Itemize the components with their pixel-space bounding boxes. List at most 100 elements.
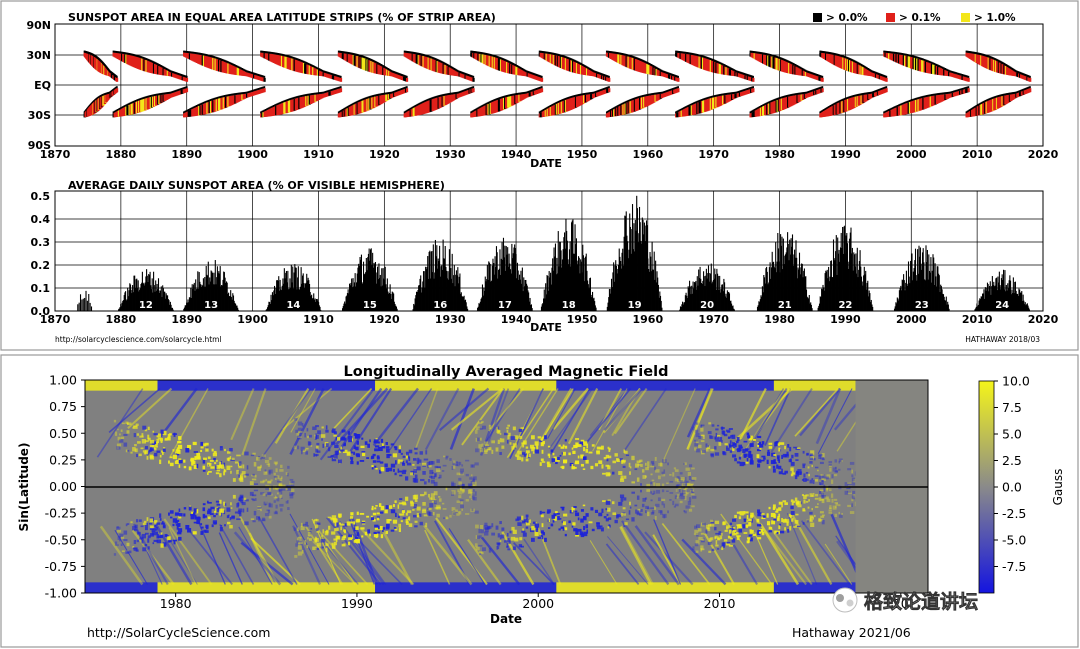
butterfly-wing-edge bbox=[337, 75, 340, 78]
butterfly-wing-mark bbox=[899, 54, 902, 65]
butterfly-wing-mark bbox=[294, 59, 297, 72]
butterfly-wing-mark bbox=[676, 52, 679, 58]
butterfly-wing-mark bbox=[938, 94, 941, 103]
butterfly-wing-edge bbox=[365, 97, 368, 100]
butterfly-wing-edge bbox=[890, 107, 893, 110]
butterfly-wing-edge bbox=[375, 94, 378, 97]
butterfly-wing-edge bbox=[481, 104, 484, 107]
butterfly-wing-edge bbox=[185, 50, 188, 53]
butterfly-wing-edge bbox=[981, 101, 983, 104]
butterfly-wing-edge bbox=[256, 88, 259, 91]
butterfly-wing-edge bbox=[544, 51, 547, 54]
butterfly-wing-mark bbox=[716, 96, 719, 108]
butterfly-wing-edge bbox=[394, 90, 396, 93]
butterfly-wing-edge bbox=[175, 72, 177, 75]
butterfly-wing-edge bbox=[268, 107, 270, 110]
butterfly-wing-edge bbox=[707, 57, 710, 60]
butterfly-wing-mark bbox=[233, 65, 236, 75]
butterfly-wing-mark bbox=[692, 55, 696, 66]
butterfly-wing-edge bbox=[650, 93, 653, 96]
butterfly-wing-edge bbox=[691, 102, 694, 105]
butterfly-wing-edge bbox=[870, 69, 872, 72]
butterfly-wing-mark bbox=[705, 99, 708, 112]
butterfly-wing-edge bbox=[922, 95, 925, 98]
butterfly-wing-mark bbox=[284, 56, 287, 69]
butterfly-wing-mark bbox=[271, 54, 274, 63]
butterfly-wing-mark bbox=[714, 97, 717, 109]
butterfly-wing-edge bbox=[604, 87, 606, 90]
butterfly-wing-edge bbox=[886, 109, 889, 112]
butterfly-wing-mark bbox=[256, 75, 259, 80]
butterfly-wing-mark bbox=[261, 52, 264, 58]
butterfly-wing-edge bbox=[157, 63, 159, 66]
butterfly-wing-mark bbox=[337, 77, 340, 82]
butterfly-wing-edge bbox=[531, 72, 534, 75]
butterfly-wing-mark bbox=[703, 100, 706, 113]
butterfly-wing-edge bbox=[939, 65, 942, 68]
butterfly-wing-edge bbox=[935, 63, 938, 66]
butterfly-wing-edge bbox=[403, 87, 405, 90]
butterfly-wing-edge bbox=[1016, 91, 1018, 94]
area-cycle-13: 13 bbox=[183, 260, 239, 311]
butterfly-wing-edge bbox=[356, 53, 359, 56]
butterfly-wing-edge bbox=[776, 97, 779, 100]
butterfly-wing-edge bbox=[397, 89, 399, 92]
butterfly-wing-edge bbox=[375, 61, 378, 64]
butterfly-wing-edge bbox=[577, 94, 579, 97]
butterfly-wing-edge bbox=[369, 95, 372, 98]
butterfly-wing-edge bbox=[899, 103, 901, 106]
butterfly-wing-mark bbox=[242, 94, 245, 100]
butterfly-wing-edge bbox=[630, 98, 633, 101]
butterfly-wing-edge bbox=[512, 93, 514, 96]
butterfly-wing-edge bbox=[193, 106, 196, 109]
butterfly-wing-mark bbox=[906, 102, 909, 115]
butterfly-wing-edge bbox=[389, 69, 391, 72]
butterfly-wing-edge bbox=[436, 58, 439, 61]
butterfly-wing-edge bbox=[541, 75, 543, 78]
butterfly-wing-edge bbox=[611, 108, 613, 111]
butterfly-wing-edge bbox=[526, 70, 529, 73]
butterfly-xtick-label: 1870 bbox=[40, 148, 71, 161]
butterfly-wing-edge bbox=[262, 75, 265, 78]
butterfly-wing-edge bbox=[405, 86, 407, 89]
butterfly-wing-edge bbox=[688, 52, 691, 55]
butterfly-wing-edge bbox=[535, 87, 538, 90]
butterfly-wing-cycle-16 bbox=[403, 50, 475, 118]
butterfly-wing-edge bbox=[138, 98, 140, 101]
butterfly-wing-cycle-14 bbox=[260, 50, 343, 118]
butterfly-wing-edge bbox=[752, 109, 755, 112]
butterfly-wing-edge bbox=[553, 53, 556, 56]
butterfly-wing-edge bbox=[668, 89, 670, 92]
butterfly-wing-edge bbox=[477, 51, 480, 54]
butterfly-wing-edge bbox=[495, 98, 498, 101]
butterfly-wing-edge bbox=[580, 93, 582, 96]
butterfly-wing-mark bbox=[679, 53, 682, 59]
butterfly-wing-mark bbox=[685, 108, 688, 117]
butterfly-wing-edge bbox=[182, 74, 185, 77]
butterfly-wing-edge bbox=[269, 106, 272, 109]
butterfly-wing-edge bbox=[1009, 66, 1012, 69]
butterfly-wing-edge bbox=[575, 60, 577, 63]
butterfly-wing-edge bbox=[804, 69, 807, 72]
butterfly-wing-edge bbox=[950, 70, 953, 73]
butterfly-wing-edge bbox=[239, 66, 241, 69]
butterfly-wing-edge bbox=[199, 52, 202, 55]
butterfly-wing-edge bbox=[137, 55, 139, 58]
butterfly-wing-edge bbox=[457, 91, 460, 94]
butterfly-wing-mark bbox=[681, 53, 684, 61]
butterfly-wing-edge bbox=[967, 75, 970, 78]
butterfly-wing-edge bbox=[490, 100, 493, 103]
butterfly-wing-mark bbox=[735, 93, 738, 98]
butterfly-wing-edge bbox=[506, 59, 508, 62]
butterfly-wing-edge bbox=[414, 104, 417, 107]
butterfly-wing-edge bbox=[822, 109, 824, 112]
butterfly-wing-edge bbox=[896, 104, 899, 107]
butterfly-wing-edge bbox=[726, 65, 729, 68]
butterfly-xtick-label: 1900 bbox=[237, 148, 268, 161]
butterfly-wing-mark bbox=[316, 69, 319, 76]
butterfly-wing-edge bbox=[124, 104, 126, 107]
butterfly-wing-edge bbox=[573, 59, 575, 62]
butterfly-marks bbox=[83, 50, 1032, 118]
butterfly-wing-edge bbox=[718, 61, 721, 64]
butterfly-wing-edge bbox=[599, 89, 601, 92]
